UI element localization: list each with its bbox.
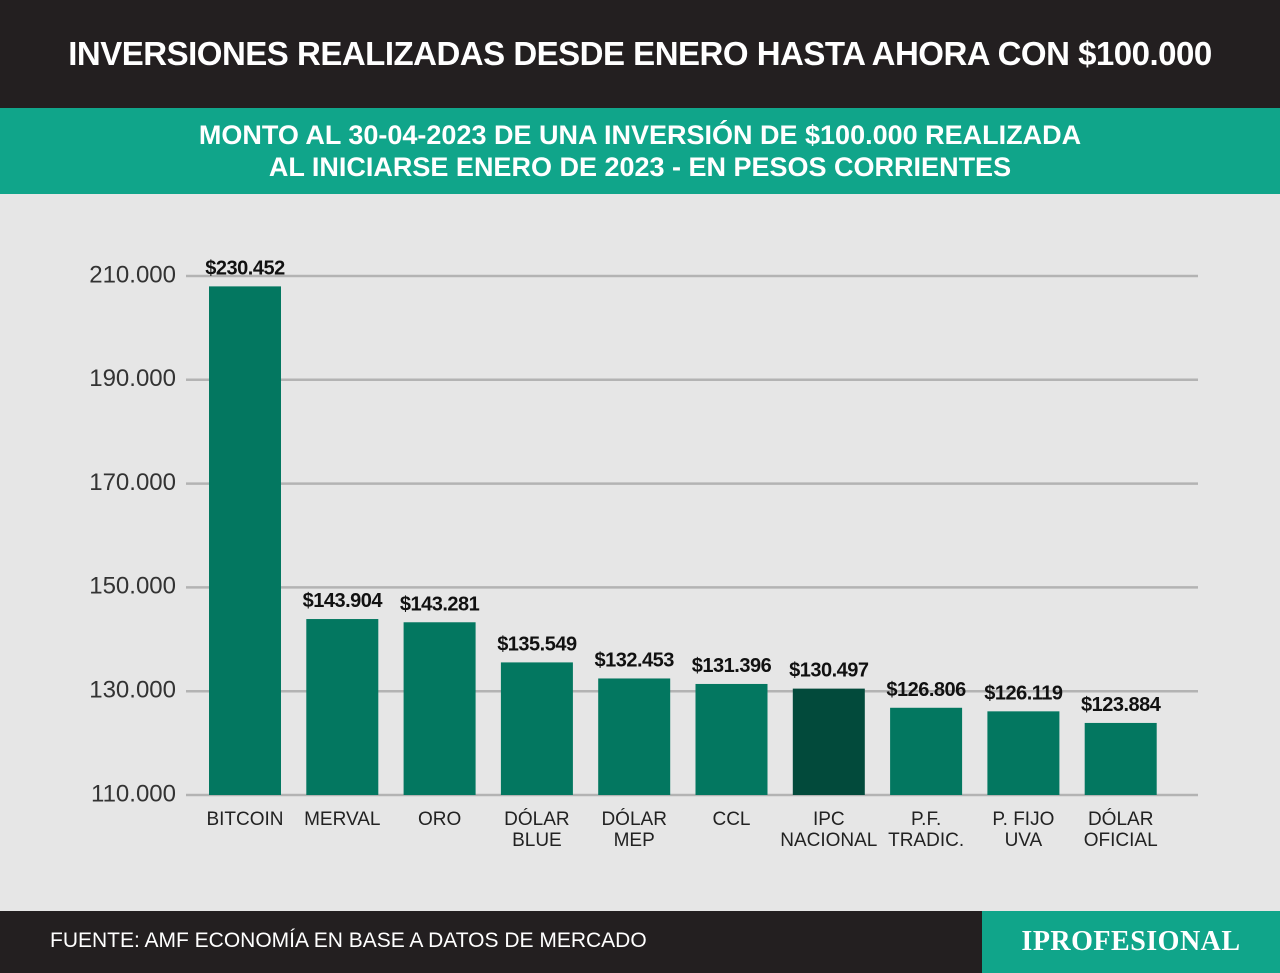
chart-subtitle-line-1: MONTO AL 30-04-2023 DE UNA INVERSIÓN DE … bbox=[198, 120, 1082, 150]
chart-title: INVERSIONES REALIZADAS DESDE ENERO HASTA… bbox=[68, 35, 1212, 72]
x-tick-label: OFICIAL bbox=[1084, 830, 1158, 851]
x-tick-label: CCL bbox=[712, 809, 750, 830]
bar bbox=[695, 683, 768, 795]
x-tick-label: UVA bbox=[1005, 830, 1043, 851]
brand-logo: IPROFESIONAL bbox=[1021, 926, 1241, 957]
x-tick-label: NACIONAL bbox=[780, 830, 877, 851]
bar bbox=[598, 678, 671, 795]
bar bbox=[403, 622, 476, 795]
x-tick-label: DÓLAR bbox=[601, 808, 666, 830]
source-note: FUENTE: AMF ECONOMÍA EN BASE A DATOS DE … bbox=[50, 929, 647, 952]
bar bbox=[1084, 722, 1157, 795]
bar bbox=[306, 619, 379, 795]
bar-value-label: $132.453 bbox=[594, 649, 674, 671]
x-tick-label: P. FIJO bbox=[992, 809, 1054, 830]
x-tick-label: DÓLAR bbox=[504, 808, 569, 830]
bar bbox=[890, 707, 963, 795]
y-tick-label: 190.000 bbox=[89, 365, 176, 392]
bar bbox=[987, 711, 1060, 795]
subtitle-bar: MONTO AL 30-04-2023 DE UNA INVERSIÓN DE … bbox=[0, 108, 1280, 194]
brand-logo-box: IPROFESIONAL bbox=[982, 911, 1280, 973]
y-tick-label: 130.000 bbox=[89, 677, 176, 704]
bar bbox=[792, 688, 865, 795]
y-tick-label: 110.000 bbox=[91, 780, 176, 807]
x-tick-label: BLUE bbox=[512, 830, 562, 851]
x-tick-label: MEP bbox=[614, 830, 655, 851]
x-tick-label: BITCOIN bbox=[206, 809, 283, 830]
bar-value-label: $130.497 bbox=[789, 660, 869, 682]
y-tick-label: 150.000 bbox=[89, 573, 176, 600]
x-tick-label: TRADIC. bbox=[888, 830, 964, 851]
bar bbox=[500, 662, 573, 795]
x-tick-label: ORO bbox=[418, 809, 461, 830]
bar-value-label: $126.119 bbox=[984, 682, 1063, 704]
title-bar: INVERSIONES REALIZADAS DESDE ENERO HASTA… bbox=[0, 0, 1280, 108]
bar-value-label: $230.452 bbox=[205, 257, 285, 279]
bar-value-label: $143.281 bbox=[400, 593, 480, 615]
x-tick-label: DÓLAR bbox=[1088, 808, 1153, 830]
chart-area: 110.000 130.000 150.000 170.000 190.000 210.0… bbox=[0, 194, 1280, 911]
y-tick-label: 210.000 bbox=[89, 261, 176, 288]
bar-value-label: $123.884 bbox=[1081, 694, 1162, 716]
bar-value-label: $143.904 bbox=[303, 590, 384, 612]
x-tick-label: MERVAL bbox=[304, 809, 380, 830]
bar-chart: 110.000 130.000 150.000 170.000 190.000 210.0… bbox=[89, 257, 1198, 851]
chart-subtitle-line-2: AL INICIARSE ENERO DE 2023 - EN PESOS CO… bbox=[268, 152, 1012, 182]
y-tick-label: 170.000 bbox=[89, 469, 176, 496]
bar-value-label: $135.549 bbox=[497, 633, 577, 655]
footer-bar: FUENTE: AMF ECONOMÍA EN BASE A DATOS DE … bbox=[0, 911, 1280, 973]
bar bbox=[209, 286, 281, 795]
bar-value-label: $131.396 bbox=[692, 655, 772, 677]
bar-value-label: $126.806 bbox=[886, 679, 966, 701]
x-tick-label: P.F. bbox=[911, 809, 941, 830]
x-tick-label: IPC bbox=[813, 809, 845, 830]
